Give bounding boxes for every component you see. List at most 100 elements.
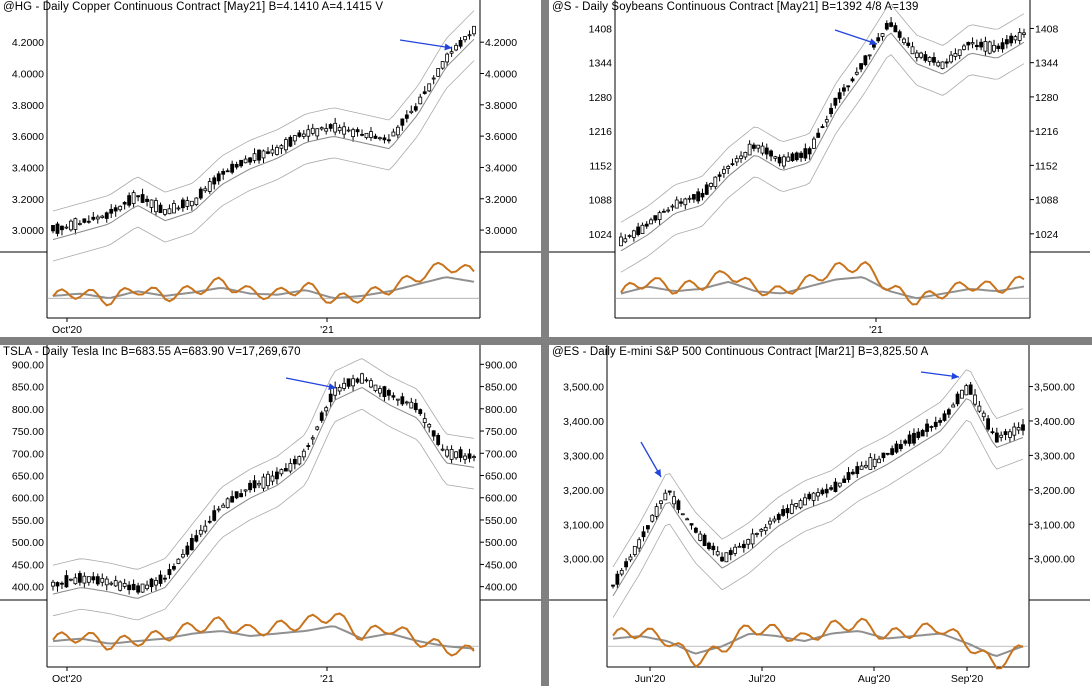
annotation-arrow bbox=[399, 39, 453, 51]
candle-body bbox=[872, 458, 877, 467]
candle-body bbox=[782, 156, 786, 167]
candle-body bbox=[704, 184, 709, 195]
candle bbox=[867, 54, 872, 60]
candle bbox=[163, 209, 167, 217]
candle bbox=[230, 160, 235, 175]
candle-body bbox=[833, 481, 838, 492]
candle bbox=[946, 407, 951, 418]
candle-body bbox=[154, 200, 158, 213]
y-tick-label: 3.0000 bbox=[12, 225, 44, 237]
candle bbox=[837, 482, 842, 488]
candle-body bbox=[248, 482, 252, 491]
candle-body bbox=[868, 457, 873, 470]
candle-body bbox=[996, 45, 1001, 49]
candle bbox=[198, 524, 203, 538]
candle bbox=[436, 432, 441, 447]
candle-body bbox=[216, 508, 221, 511]
candle-body bbox=[440, 61, 445, 69]
candle-body bbox=[759, 529, 764, 532]
candle-body bbox=[715, 551, 720, 556]
y-tick-label: 1216 bbox=[1035, 126, 1059, 138]
candle-body bbox=[739, 155, 743, 159]
candle bbox=[454, 42, 458, 52]
arrow-head bbox=[951, 372, 959, 380]
candle-body bbox=[1000, 42, 1005, 50]
candle bbox=[167, 204, 172, 215]
candle bbox=[657, 210, 662, 226]
candle bbox=[812, 136, 816, 149]
candle bbox=[768, 517, 772, 529]
candle bbox=[172, 200, 176, 214]
candle-body bbox=[404, 401, 409, 404]
chart-panel-copper[interactable]: @HG - Daily Copper Continuous Contract [… bbox=[0, 0, 541, 337]
candle bbox=[759, 527, 764, 537]
candle-body bbox=[619, 569, 624, 575]
chart-panel-tesla[interactable]: TSLA - Daily Tesla Inc B=683.55 A=683.90… bbox=[0, 345, 541, 686]
candle bbox=[395, 398, 400, 406]
candle bbox=[351, 127, 355, 142]
candle bbox=[968, 381, 973, 395]
candle-body bbox=[306, 445, 311, 447]
y-tick-label: 3,000.00 bbox=[1034, 554, 1075, 566]
x-tick-label: '21 bbox=[869, 324, 883, 336]
candle bbox=[77, 220, 82, 226]
candle-body bbox=[837, 482, 842, 487]
candle bbox=[301, 129, 306, 140]
candle-body bbox=[666, 209, 671, 212]
candle-body bbox=[252, 480, 257, 489]
candle bbox=[1013, 34, 1018, 44]
candle bbox=[859, 461, 864, 470]
candle-body bbox=[785, 508, 790, 514]
candle bbox=[257, 480, 261, 489]
candle-body bbox=[968, 384, 973, 395]
candle bbox=[342, 377, 347, 391]
candle-body bbox=[328, 124, 333, 129]
candle-body bbox=[176, 207, 181, 210]
candle-body bbox=[378, 137, 382, 140]
chart-svg[interactable]: 3.0000 3.0000 3.2000 3.2000 3.4000 3.4000 3.60… bbox=[0, 0, 541, 337]
annotation-arrow bbox=[285, 377, 337, 390]
candle-body bbox=[230, 496, 235, 503]
candle-body bbox=[283, 139, 288, 151]
candle bbox=[850, 76, 855, 83]
candle bbox=[176, 205, 181, 211]
oscillator-slow bbox=[612, 630, 1024, 657]
chart-panel-soybeans[interactable]: @S - Daily Soybeans Continuous Contract … bbox=[549, 0, 1092, 337]
candle-body bbox=[306, 129, 311, 137]
candle-body bbox=[172, 566, 176, 570]
chart-svg[interactable]: 3,000.00 3,000.00 3,100.00 3,100.00 3,200.00… bbox=[549, 345, 1092, 686]
candle bbox=[109, 581, 114, 586]
candle-body bbox=[644, 223, 649, 227]
candle bbox=[666, 206, 671, 213]
candle-body bbox=[790, 153, 795, 162]
candle-body bbox=[404, 114, 409, 119]
chart-panel-sp500[interactable]: @ES - Daily E-mini S&P 500 Continuous Co… bbox=[549, 345, 1092, 686]
candle bbox=[319, 126, 324, 131]
candle-body bbox=[829, 107, 833, 115]
candle-body bbox=[104, 212, 109, 219]
chart-svg[interactable]: 400.00 400.00 450.00 450.00 500.00 500.00 550.… bbox=[0, 345, 541, 686]
candle-body bbox=[619, 236, 623, 247]
arrow-shaft bbox=[399, 39, 453, 49]
candle bbox=[769, 149, 773, 162]
candle bbox=[743, 151, 748, 160]
candle-body bbox=[679, 201, 683, 204]
x-tick-label: Aug'20 bbox=[858, 673, 891, 685]
candle-body bbox=[109, 208, 114, 214]
candle-body bbox=[239, 159, 244, 167]
chart-svg[interactable]: 1024 1024 1088 1088 1152 1152 1216 1216 1280 1280… bbox=[549, 0, 1092, 337]
candle bbox=[940, 61, 945, 70]
candle-body bbox=[713, 176, 718, 188]
candle bbox=[623, 234, 628, 244]
y-tick-label: 4.2000 bbox=[12, 37, 44, 49]
candle bbox=[252, 475, 257, 493]
candle bbox=[627, 234, 632, 239]
candle bbox=[328, 123, 333, 132]
candle-body bbox=[387, 139, 391, 142]
candle bbox=[270, 470, 275, 486]
candle bbox=[876, 33, 881, 43]
candle-body bbox=[650, 514, 655, 522]
candle-body bbox=[288, 463, 293, 472]
candle bbox=[724, 552, 729, 563]
y-tick-label: 600.00 bbox=[12, 493, 44, 505]
